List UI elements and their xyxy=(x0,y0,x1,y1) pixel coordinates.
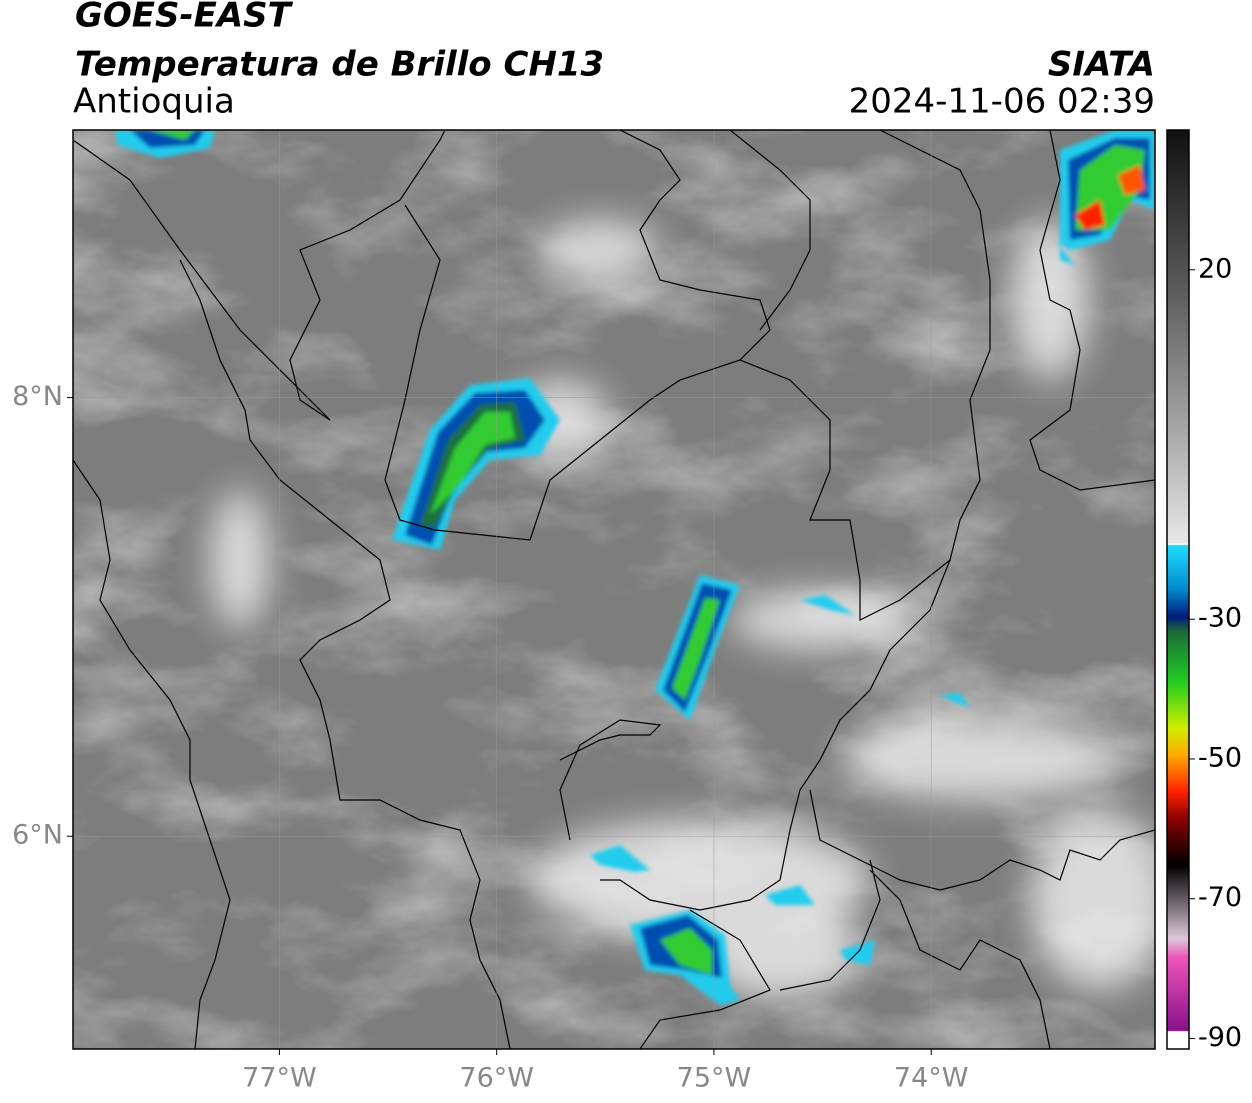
x-tick-label: 75°W xyxy=(677,1063,752,1094)
y-tick-label: 8°N xyxy=(12,381,63,412)
x-tick-label: 77°W xyxy=(242,1063,317,1094)
map-frame xyxy=(72,129,1156,1050)
map-image xyxy=(73,130,1155,1049)
datetime: 2024-11-06 02:39 xyxy=(849,82,1155,122)
colorbar xyxy=(1166,129,1190,1050)
colorbar-tick-label: -90 xyxy=(1198,1022,1242,1053)
colorbar-tick-label: -70 xyxy=(1198,882,1242,913)
colorbar-tick-label: 20 xyxy=(1198,253,1232,284)
x-tick-label: 76°W xyxy=(459,1063,534,1094)
title-line1: GOES-EAST xyxy=(75,0,294,36)
colorbar-tick-label: -50 xyxy=(1198,742,1242,773)
region: Antioquia xyxy=(73,82,235,122)
x-tick-label: 74°W xyxy=(894,1063,969,1094)
source: SIATA xyxy=(1048,45,1155,85)
colorbar-tick-label: -30 xyxy=(1198,603,1242,634)
title-line2: Temperatura de Brillo CH13 xyxy=(75,45,604,85)
y-tick-label: 6°N xyxy=(12,820,63,851)
